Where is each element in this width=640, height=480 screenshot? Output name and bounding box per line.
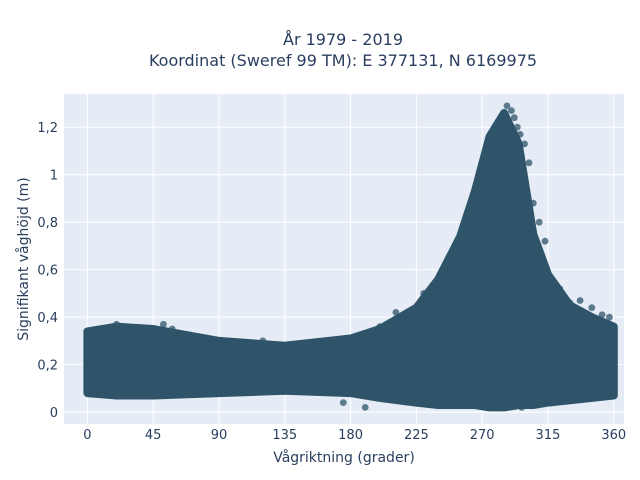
scatter-point	[541, 237, 549, 245]
y-tick-label: 0,8	[37, 216, 58, 231]
scatter-point	[449, 261, 457, 269]
scatter-point	[361, 404, 369, 411]
scatter-point	[500, 109, 508, 117]
y-axis-title: Signifikant våghöjd (m)	[15, 177, 32, 340]
scatter-point	[598, 311, 606, 319]
scatter-point	[458, 252, 466, 259]
scatter-point	[513, 123, 521, 131]
scatter-point	[508, 107, 515, 114]
scatter-point	[503, 102, 511, 110]
chart-subtitle: Koordinat (Sweref 99 TM): E 377131, N 61…	[149, 51, 537, 70]
y-tick-label: 0	[50, 406, 58, 421]
scatter-point	[392, 309, 400, 316]
scatter-point	[510, 114, 518, 122]
scatter-point	[420, 290, 428, 297]
scatter-points	[83, 102, 618, 412]
y-tick-label: 0,4	[37, 311, 58, 326]
y-tick-label: 1,2	[37, 121, 58, 136]
x-tick-label: 270	[470, 428, 495, 443]
scatter-point	[576, 297, 584, 304]
scatter-point	[525, 159, 533, 167]
x-tick-label: 360	[601, 428, 626, 443]
scatter-point	[487, 142, 495, 150]
scatter-point	[475, 190, 483, 198]
scatter-point	[547, 278, 555, 285]
chart-title: År 1979 - 2019	[283, 30, 403, 49]
scatter-point	[566, 299, 574, 307]
scatter-point	[168, 325, 176, 333]
tick-labels: 0 45 90 135 180 225 270 315 360 0 0,2 0,4 0,6 0,8 1 1,2	[37, 121, 626, 443]
x-tick-label: 180	[338, 428, 363, 443]
scatter-point	[123, 330, 131, 338]
scatter-point	[496, 121, 504, 129]
scatter-point	[516, 131, 524, 138]
scatter-point	[439, 275, 447, 283]
scatter-point	[521, 140, 528, 148]
scatter-point	[588, 304, 596, 312]
scatter-point	[481, 171, 489, 179]
x-tick-label: 315	[536, 428, 561, 443]
scatter-point	[160, 320, 167, 328]
x-tick-label: 135	[272, 428, 297, 443]
scatter-point	[535, 218, 543, 226]
scatter-point	[529, 199, 537, 207]
scatter-point	[499, 401, 506, 409]
y-tick-label: 1	[50, 169, 58, 184]
scatter-point	[606, 313, 613, 321]
scatter-point	[376, 323, 384, 331]
scatter-point	[298, 339, 306, 347]
y-tick-label: 0,2	[37, 359, 58, 374]
x-tick-label: 45	[145, 428, 162, 443]
scatter-point	[339, 399, 347, 406]
scatter-point	[467, 218, 474, 226]
scatter-density-band	[83, 109, 618, 412]
scatter-point	[518, 404, 526, 411]
x-axis-title: Vågriktning (grader)	[273, 449, 415, 466]
x-tick-label: 90	[211, 428, 228, 443]
y-tick-label: 0,6	[37, 264, 58, 279]
scatter-point	[113, 320, 120, 328]
x-tick-label: 0	[83, 428, 91, 443]
scatter-point	[491, 128, 499, 136]
scatter-point	[259, 337, 267, 345]
scatter-point	[556, 285, 564, 293]
x-tick-label: 225	[404, 428, 429, 443]
